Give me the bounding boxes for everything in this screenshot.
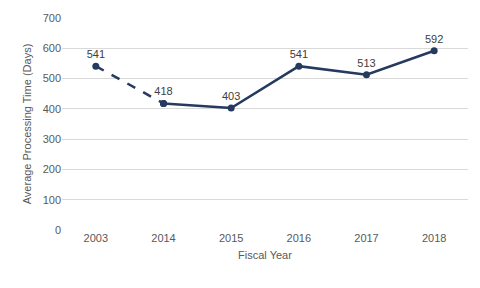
- svg-text:700: 700: [43, 12, 61, 24]
- svg-text:2015: 2015: [219, 232, 243, 244]
- svg-text:2018: 2018: [422, 232, 446, 244]
- svg-text:0: 0: [55, 224, 61, 236]
- svg-text:403: 403: [222, 90, 240, 102]
- svg-text:600: 600: [43, 42, 61, 54]
- svg-text:513: 513: [357, 57, 375, 69]
- svg-text:Average Processing Time (Days): Average Processing Time (Days): [21, 44, 33, 205]
- svg-text:418: 418: [154, 85, 172, 97]
- svg-text:541: 541: [87, 48, 105, 60]
- svg-text:Fiscal Year: Fiscal Year: [238, 249, 292, 261]
- svg-text:2003: 2003: [84, 232, 108, 244]
- svg-text:100: 100: [43, 194, 61, 206]
- svg-text:200: 200: [43, 163, 61, 175]
- svg-text:541: 541: [290, 48, 308, 60]
- svg-text:500: 500: [43, 72, 61, 84]
- svg-text:2014: 2014: [151, 232, 175, 244]
- svg-text:592: 592: [425, 33, 443, 45]
- svg-text:2016: 2016: [287, 232, 311, 244]
- svg-text:400: 400: [43, 103, 61, 115]
- svg-text:300: 300: [43, 133, 61, 145]
- svg-text:2017: 2017: [354, 232, 378, 244]
